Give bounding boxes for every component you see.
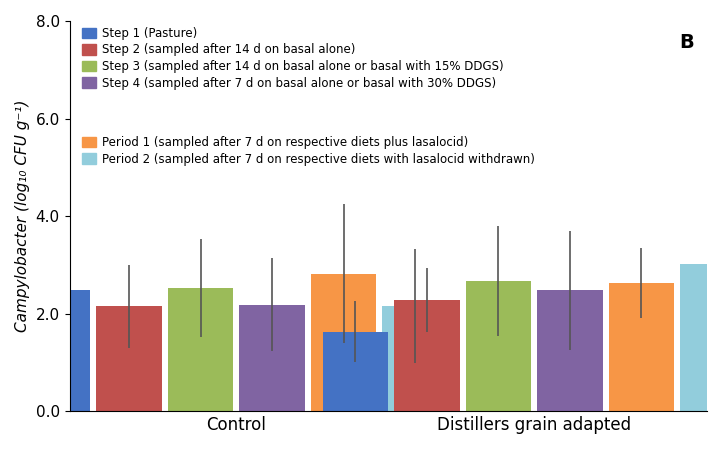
Legend: Period 1 (sampled after 7 d on respective diets plus lasalocid), Period 2 (sampl: Period 1 (sampled after 7 d on respectiv… bbox=[82, 136, 535, 166]
Bar bbox=[466, 281, 531, 411]
Bar bbox=[609, 283, 674, 411]
Bar bbox=[25, 290, 90, 411]
Text: B: B bbox=[679, 33, 695, 52]
Bar bbox=[394, 300, 460, 411]
Bar bbox=[96, 306, 162, 411]
Y-axis label: Campylobacter (log₁₀ CFU g⁻¹): Campylobacter (log₁₀ CFU g⁻¹) bbox=[15, 100, 30, 332]
Bar bbox=[680, 264, 722, 411]
Bar bbox=[382, 306, 448, 411]
Bar bbox=[323, 332, 388, 411]
Bar bbox=[168, 288, 233, 411]
Bar bbox=[310, 273, 376, 411]
Bar bbox=[537, 290, 603, 411]
Bar bbox=[239, 305, 305, 411]
